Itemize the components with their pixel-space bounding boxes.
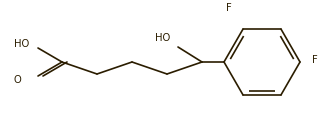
Text: F: F — [226, 3, 232, 13]
Text: F: F — [312, 55, 318, 65]
Text: HO: HO — [14, 39, 29, 49]
Text: O: O — [14, 75, 22, 85]
Text: HO: HO — [156, 33, 171, 43]
